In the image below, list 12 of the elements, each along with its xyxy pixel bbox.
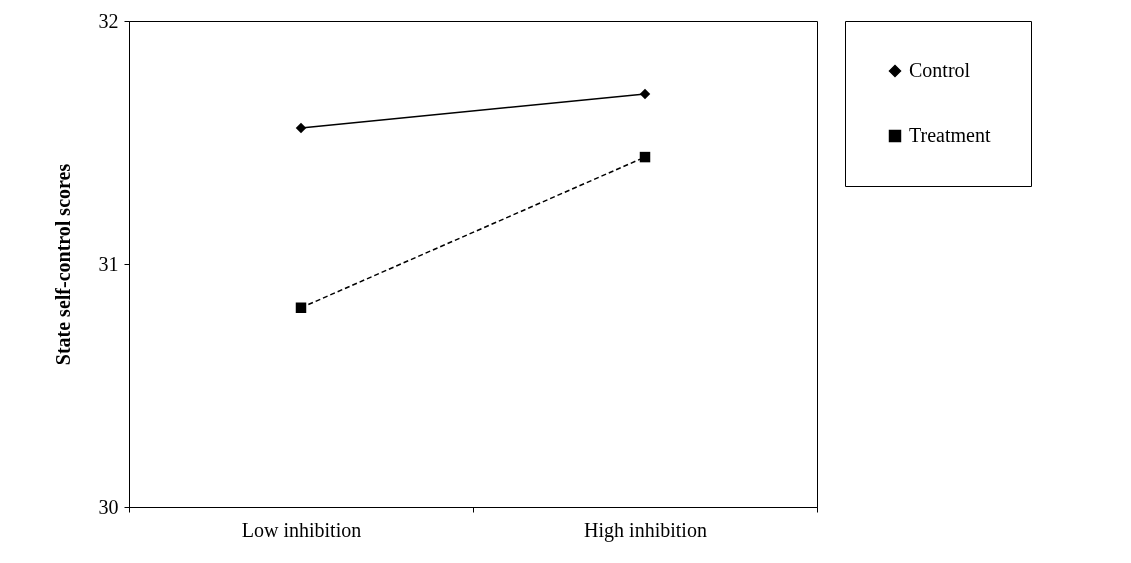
legend-label: Control — [909, 59, 971, 81]
legend-label: Treatment — [909, 124, 991, 146]
x-tick-label: Low inhibition — [241, 518, 362, 541]
y-axis-title: State self-control scores — [51, 163, 74, 366]
y-tick-label: 32 — [98, 9, 119, 32]
point — [295, 302, 307, 313]
point — [639, 88, 651, 100]
point — [639, 151, 651, 163]
y-tick-label: 31 — [98, 252, 119, 275]
point — [295, 122, 307, 134]
x-tick-label: High inhibition — [584, 518, 707, 542]
y-tick-label: 30 — [98, 495, 119, 518]
